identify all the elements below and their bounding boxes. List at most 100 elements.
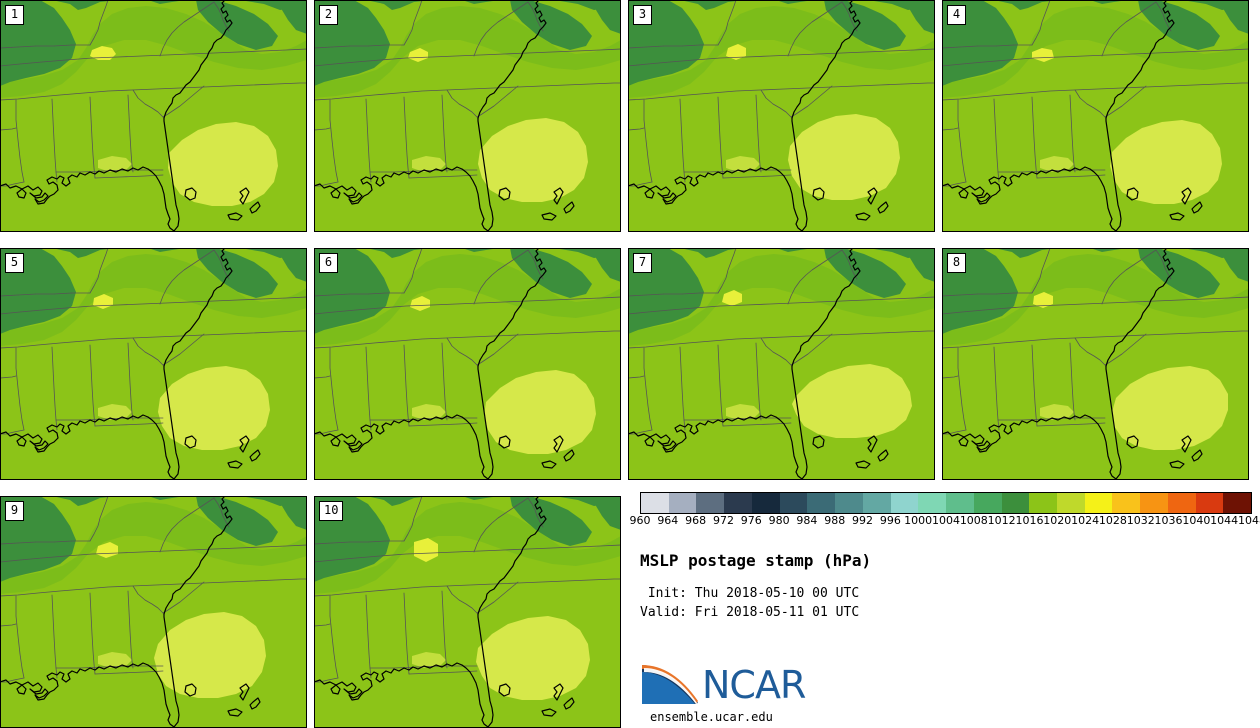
map-canvas (1, 1, 306, 231)
colorbar-tick: 960 (629, 514, 651, 527)
colorbar-tick: 1036 (1154, 514, 1183, 527)
colorbar-swatch (918, 493, 947, 513)
colorbar-swatch (807, 493, 836, 513)
map-panel-10[interactable]: 10 (314, 496, 621, 728)
colorbar-tick: 992 (852, 514, 874, 527)
pressure-field-high (1032, 48, 1222, 204)
coastline (629, 1, 889, 231)
colorbar-tick: 1024 (1071, 514, 1100, 527)
pressure-field-high (96, 542, 266, 698)
colorbar-tick: 972 (712, 514, 734, 527)
state-borders (315, 497, 620, 683)
map-panel-6[interactable]: 6 (314, 248, 621, 480)
colorbar-swatch (946, 493, 974, 513)
state-borders (315, 249, 620, 435)
coastline (1, 249, 261, 479)
coastline (943, 249, 1203, 479)
map-panel-2[interactable]: 2 (314, 0, 621, 232)
colorbar-tick: 1044 (1210, 514, 1239, 527)
coastline (315, 1, 575, 231)
ncar-wordmark: NCAR (702, 663, 806, 707)
colorbar-swatch (1084, 493, 1113, 513)
state-borders (1, 249, 306, 435)
colorbar-swatch (1112, 493, 1141, 513)
colorbar-tick: 1004 (932, 514, 960, 527)
state-borders (943, 1, 1248, 187)
map-canvas (315, 1, 620, 231)
panel-number-label: 3 (633, 5, 652, 25)
colorbar-swatch (1029, 493, 1058, 513)
map-panel-9[interactable]: 9 (0, 496, 307, 728)
colorbar-swatch (835, 493, 863, 513)
colorbar-swatch (890, 493, 919, 513)
map-panel-8[interactable]: 8 (942, 248, 1249, 480)
state-borders (629, 1, 934, 187)
map-panel-1[interactable]: 1 (0, 0, 307, 232)
coastline (1, 497, 261, 727)
valid-time-line: Valid: Fri 2018-05-11 01 UTC (640, 605, 860, 620)
map-canvas (1, 249, 306, 479)
pressure-field-high (408, 48, 588, 202)
map-canvas (315, 497, 620, 727)
colorbar-swatch (779, 493, 808, 513)
map-panel-3[interactable]: 3 (628, 0, 935, 232)
colorbar-tick: 1028 (1098, 514, 1127, 527)
coastline (315, 497, 575, 727)
colorbar-swatch (696, 493, 725, 513)
map-canvas (629, 1, 934, 231)
state-borders (1, 1, 306, 187)
colorbar-tick: 1020 (1043, 514, 1072, 527)
panel-number-label: 8 (947, 253, 966, 273)
map-canvas (943, 1, 1248, 231)
colorbar-tick: 964 (657, 514, 679, 527)
state-borders (943, 249, 1248, 435)
state-borders (629, 249, 934, 435)
panel-number-label: 9 (5, 501, 24, 521)
ncar-swoosh-icon (642, 665, 698, 704)
colorbar-swatch (724, 493, 752, 513)
colorbar-tick: 1000 (904, 514, 933, 527)
colorbar-tick: 976 (740, 514, 762, 527)
map-canvas (1, 497, 306, 727)
panel-number-label: 4 (947, 5, 966, 25)
title-block: MSLP postage stamp (hPa) Init: Thu 2018-… (640, 551, 1240, 620)
page-title: MSLP postage stamp (hPa) (640, 551, 872, 570)
state-borders (315, 1, 620, 187)
colorbar-swatch (1195, 493, 1224, 513)
colorbar-swatch (1223, 493, 1252, 513)
colorbar-tick: 1012 (987, 514, 1016, 527)
map-canvas (315, 249, 620, 479)
coastline (629, 249, 889, 479)
map-panel-4[interactable]: 4 (942, 0, 1249, 232)
coastline (1, 1, 261, 231)
map-panel-7[interactable]: 7 (628, 248, 935, 480)
colorbar-tick-labels: 960 964 968 972 976 980 984 988 992 996 1000 1004 10… (628, 514, 1260, 532)
state-borders (1, 497, 306, 683)
colorbar-swatch (668, 493, 697, 513)
coastline (943, 1, 1203, 231)
colorbar-tick: 1032 (1126, 514, 1155, 527)
pressure-field-high (90, 46, 278, 206)
panel-number-label: 1 (5, 5, 24, 25)
colorbar-swatch (1167, 493, 1196, 513)
map-panel-5[interactable]: 5 (0, 248, 307, 480)
colorbar-tick: 968 (685, 514, 707, 527)
pressure-field-high (1033, 292, 1228, 450)
colorbar-swatch (1140, 493, 1168, 513)
pressure-field-high (410, 296, 596, 454)
ncar-logo: NCAR ensemble.ucar.edu (640, 663, 860, 724)
colorbar (640, 492, 1252, 514)
colorbar-tick: 988 (824, 514, 846, 527)
colorbar-tick: 1040 (1182, 514, 1211, 527)
pressure-field-high (93, 294, 270, 450)
colorbar-swatch (862, 493, 891, 513)
panel-number-label: 6 (319, 253, 338, 273)
colorbar-swatch (641, 493, 669, 513)
pressure-field-high (726, 44, 900, 200)
colorbar-tick: 1008 (959, 514, 988, 527)
colorbar-swatch (1001, 493, 1030, 513)
pressure-field-high (412, 538, 590, 700)
init-time-line: Init: Thu 2018-05-10 00 UTC (640, 586, 860, 601)
panel-number-label: 7 (633, 253, 652, 273)
panel-number-label: 5 (5, 253, 24, 273)
